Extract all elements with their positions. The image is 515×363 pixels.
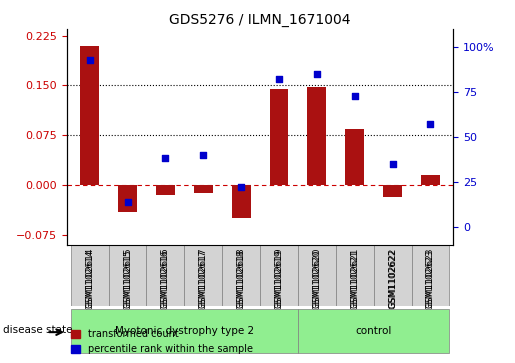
Text: GSM1102622: GSM1102622 [388, 248, 397, 308]
Point [161, 156, 169, 162]
Text: GSM1102617: GSM1102617 [199, 248, 208, 309]
Text: GSM1102615: GSM1102615 [123, 249, 132, 310]
Text: GSM1102614: GSM1102614 [85, 249, 94, 310]
FancyBboxPatch shape [374, 245, 411, 306]
Text: GSM1102623: GSM1102623 [426, 248, 435, 308]
Text: GSM1102621: GSM1102621 [350, 248, 359, 308]
Text: GSM1102618: GSM1102618 [236, 249, 246, 310]
Point [85, 57, 94, 62]
FancyBboxPatch shape [184, 245, 222, 306]
Bar [156, 185, 175, 195]
Text: GSM1102619: GSM1102619 [274, 249, 284, 310]
FancyBboxPatch shape [222, 245, 260, 306]
Bar [383, 185, 402, 197]
Bar [421, 175, 440, 185]
Text: GSM1102622: GSM1102622 [388, 249, 397, 310]
Text: GSM1102620: GSM1102620 [313, 248, 321, 308]
Text: GSM1102618: GSM1102618 [236, 248, 246, 309]
Text: disease state: disease state [3, 325, 72, 335]
Title: GDS5276 / ILMN_1671004: GDS5276 / ILMN_1671004 [169, 13, 351, 26]
FancyBboxPatch shape [71, 245, 109, 306]
Text: GSM1102623: GSM1102623 [426, 249, 435, 310]
Legend: transformed count, percentile rank within the sample: transformed count, percentile rank withi… [66, 326, 257, 358]
Bar [194, 185, 213, 193]
FancyBboxPatch shape [336, 245, 374, 306]
FancyBboxPatch shape [298, 309, 450, 353]
Text: GSM1102621: GSM1102621 [350, 249, 359, 310]
Bar [232, 185, 251, 218]
Point [351, 93, 359, 98]
Bar [269, 89, 288, 185]
Bar [307, 87, 327, 185]
FancyBboxPatch shape [71, 309, 298, 353]
Point [313, 71, 321, 77]
Text: GSM1102616: GSM1102616 [161, 248, 170, 309]
FancyBboxPatch shape [109, 245, 146, 306]
Point [275, 77, 283, 82]
FancyBboxPatch shape [411, 245, 450, 306]
Text: GSM1102616: GSM1102616 [161, 249, 170, 310]
Point [124, 199, 132, 204]
Text: GSM1102617: GSM1102617 [199, 249, 208, 310]
Point [388, 161, 397, 167]
Point [237, 184, 245, 190]
Text: GSM1102620: GSM1102620 [313, 249, 321, 310]
Point [199, 152, 208, 158]
Text: GSM1102615: GSM1102615 [123, 248, 132, 309]
Point [426, 121, 435, 127]
Text: Myotonic dystrophy type 2: Myotonic dystrophy type 2 [115, 326, 254, 336]
Text: GSM1102614: GSM1102614 [85, 248, 94, 308]
Text: control: control [355, 326, 392, 336]
FancyBboxPatch shape [146, 245, 184, 306]
Text: GSM1102619: GSM1102619 [274, 248, 284, 309]
Bar [80, 46, 99, 185]
Bar [345, 129, 364, 185]
Bar [118, 185, 137, 212]
FancyBboxPatch shape [298, 245, 336, 306]
FancyBboxPatch shape [260, 245, 298, 306]
